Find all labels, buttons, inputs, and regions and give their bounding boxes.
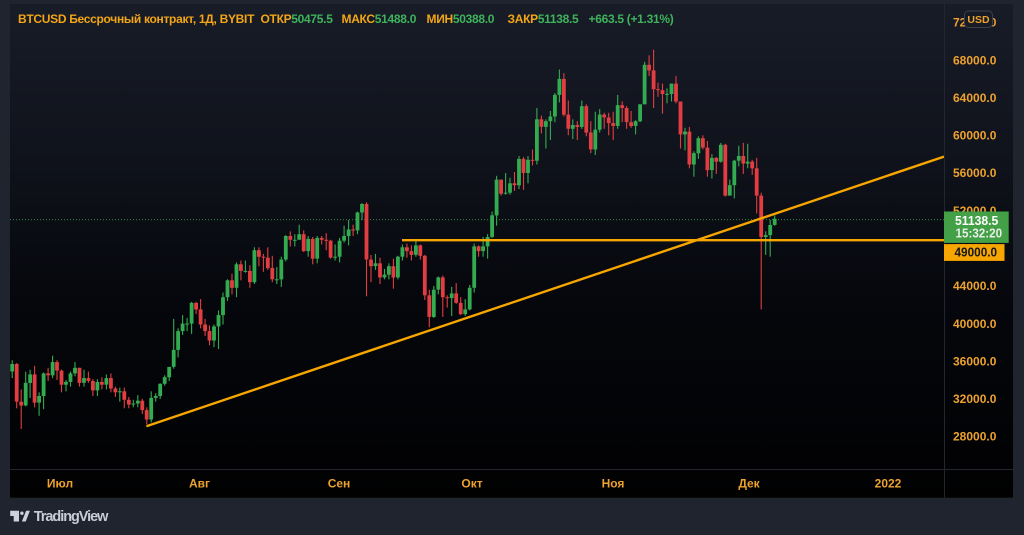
svg-text:68000.0: 68000.0 [953,53,997,67]
svg-text:ЗАКР51138.5: ЗАКР51138.5 [508,12,580,26]
svg-text:Авг: Авг [189,477,210,491]
svg-text:36000.0: 36000.0 [953,354,997,368]
svg-text:ОТКР50475.5: ОТКР50475.5 [261,12,334,26]
svg-text:40000.0: 40000.0 [953,317,997,331]
svg-text:28000.0: 28000.0 [953,430,997,444]
svg-text:44000.0: 44000.0 [953,279,997,293]
svg-text:МАКС51488.0: МАКС51488.0 [342,12,417,26]
svg-text:Июл: Июл [47,477,73,491]
svg-text:Сен: Сен [328,477,351,491]
svg-text:Дек: Дек [738,477,760,491]
svg-text:2022: 2022 [875,477,902,491]
svg-text:56000.0: 56000.0 [953,166,997,180]
svg-text:32000.0: 32000.0 [953,392,997,406]
svg-text:15:32:20: 15:32:20 [956,227,1003,241]
svg-text:TradingView: TradingView [34,509,109,525]
svg-text:64000.0: 64000.0 [953,91,997,105]
svg-text:Ноя: Ноя [602,477,625,491]
svg-text:49000.0: 49000.0 [955,245,998,259]
svg-text:USD: USD [967,14,990,26]
svg-text:Окт: Окт [461,477,482,491]
svg-text:BTCUSD Бессрочный контракт, 1Д: BTCUSD Бессрочный контракт, 1Д, BYBIT [18,12,255,26]
svg-text:60000.0: 60000.0 [953,129,997,143]
svg-text:+663.5 (+1.31%): +663.5 (+1.31%) [589,12,674,26]
svg-text:51138.5: 51138.5 [955,213,998,228]
svg-text:МИН50388.0: МИН50388.0 [427,12,495,26]
